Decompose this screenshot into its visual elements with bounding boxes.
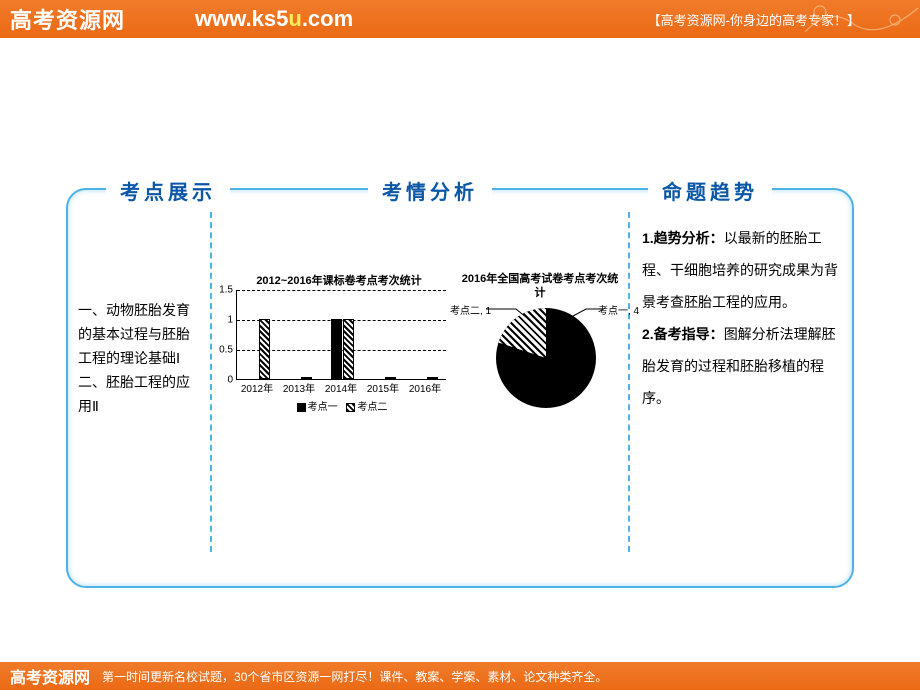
url-part: www.ks5 [195, 6, 288, 31]
trend-text: 1.趋势分析：以最新的胚胎工程、干细胞培养的研究成果为背景考查胚胎工程的应用。 … [642, 222, 848, 414]
legend-swatch-hatch [346, 403, 355, 412]
bar-chart-title: 2012~2016年课标卷考点考次统计 [238, 272, 440, 288]
url-part: .com [302, 6, 353, 31]
site-logo-cn: 高考资源网 [10, 3, 125, 35]
pie-chart: 2016年全国高考试卷考点考次统计 考点二, 1 考点一, 4 [460, 272, 620, 414]
legend-label-2: 考点二 [357, 402, 387, 413]
exam-points-text: 一、动物胚胎发育的基本过程与胚胎工程的理论基础Ⅰ 二、胚胎工程的应用Ⅱ [78, 298, 198, 418]
bar-chart: 2012~2016年课标卷考点考次统计 00.511.5 2012年2013年2… [220, 272, 440, 413]
site-url: www.ks5u.com [195, 6, 353, 32]
trend-label-2: 2.备考指导： [642, 326, 724, 342]
bottom-logo: 高考资源网 [10, 664, 90, 688]
url-highlight: u [288, 6, 301, 31]
header-mid: 考情分析 [368, 176, 492, 205]
divider [628, 212, 630, 552]
pie-chart-title: 2016年全国高考试卷考点考次统计 [460, 272, 620, 300]
divider [210, 212, 212, 552]
pie-wrap: 考点二, 1 考点一, 4 [486, 304, 606, 414]
legend-label-1: 考点一 [308, 402, 338, 413]
bar-legend: 考点一 考点二 [238, 398, 440, 413]
pie-leader-lines [486, 304, 606, 414]
content-frame: 考点展示 考情分析 命题趋势 一、动物胚胎发育的基本过程与胚胎工程的理论基础Ⅰ … [66, 188, 854, 588]
bottom-banner: 高考资源网 第一时间更新名校试题，30个省市区资源一网打尽！课件、教案、学案、素… [0, 662, 920, 690]
header-left: 考点展示 [106, 176, 230, 205]
pie-label-1: 考点二, 1 [450, 302, 491, 317]
top-banner: 高考资源网 www.ks5u.com 【高考资源网-你身边的高考专家！】 [0, 0, 920, 38]
bottom-text: 第一时间更新名校试题，30个省市区资源一网打尽！课件、教案、学案、素材、论文种类… [102, 668, 607, 685]
legend-swatch-solid [297, 403, 306, 412]
banner-decoration [800, 0, 920, 38]
trend-label-1: 1.趋势分析： [642, 230, 724, 246]
bar-plot-area: 00.511.5 [236, 290, 446, 380]
header-right: 命题趋势 [648, 176, 772, 205]
bar-x-labels: 2012年2013年2014年2015年2016年 [236, 380, 446, 395]
